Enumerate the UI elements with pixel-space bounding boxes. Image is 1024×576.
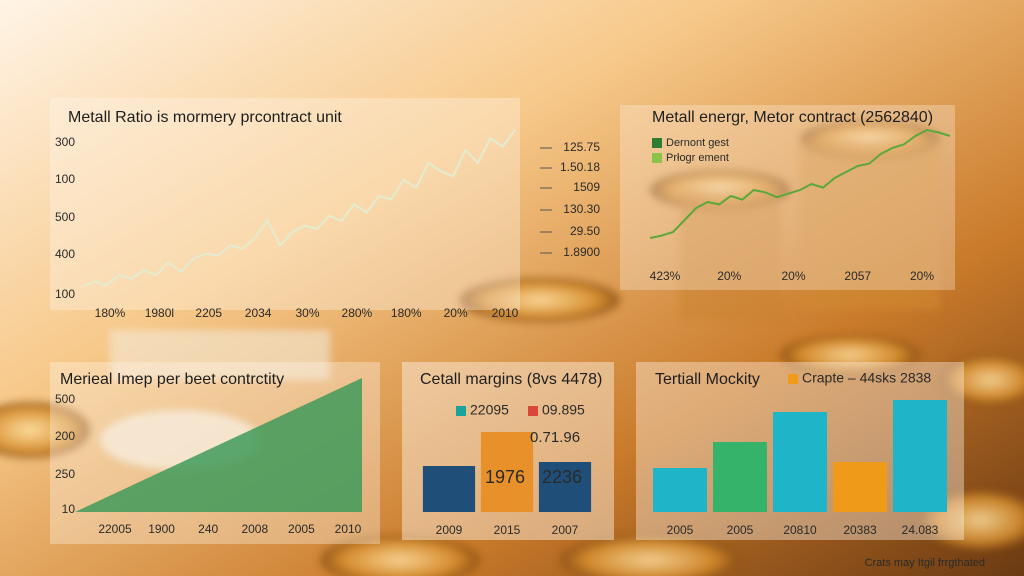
bar bbox=[480, 432, 534, 512]
chart-title: Cetall margins (8vs 4478) bbox=[420, 371, 602, 388]
annotation: 1976 bbox=[485, 467, 525, 487]
x-tick-label: 30% bbox=[295, 306, 319, 320]
x-tick-label: 20383 bbox=[843, 523, 877, 537]
x-tick-label: 20% bbox=[910, 269, 934, 283]
line bbox=[81, 129, 516, 288]
bar bbox=[713, 442, 767, 512]
x-tick-label: 2015 bbox=[494, 523, 521, 537]
chart-title: Merieal Imep per beet contrctity bbox=[60, 371, 284, 388]
y-tick-label: 200 bbox=[55, 429, 75, 443]
bar bbox=[893, 400, 947, 512]
y-tick-label: 100 bbox=[55, 172, 75, 186]
legend-swatch bbox=[528, 406, 538, 416]
bar bbox=[833, 462, 887, 512]
x-tick-label: 2010 bbox=[335, 522, 362, 536]
chart-title: Metall Ratio is mormery prcontract unit bbox=[68, 109, 342, 126]
bar bbox=[653, 468, 707, 512]
bar bbox=[773, 412, 827, 512]
x-tick-label: 2005 bbox=[288, 522, 315, 536]
x-tick-label: 423% bbox=[650, 269, 681, 283]
legend-swatch bbox=[788, 374, 798, 384]
panel bbox=[620, 105, 955, 290]
chart-title: Tertiall Mockity bbox=[655, 371, 760, 388]
legend-swatch bbox=[652, 153, 662, 163]
panel bbox=[50, 98, 520, 310]
side-label: 1509 bbox=[573, 180, 600, 194]
y-tick-label: 500 bbox=[55, 210, 75, 224]
legend-label: Prłogr ement bbox=[666, 152, 729, 164]
x-tick-label: 20% bbox=[717, 269, 741, 283]
bar bbox=[422, 466, 476, 512]
x-tick-label: 24.083 bbox=[902, 523, 939, 537]
area bbox=[75, 378, 362, 512]
x-tick-label: 2205 bbox=[195, 306, 222, 320]
side-label: 1.50.18 bbox=[560, 160, 600, 174]
line bbox=[649, 128, 951, 239]
y-tick-label: 300 bbox=[55, 135, 75, 149]
x-tick-label: 280% bbox=[342, 306, 373, 320]
annotation: 2236 bbox=[542, 467, 582, 487]
x-tick-label: 22005 bbox=[98, 522, 132, 536]
x-tick-label: 2010 bbox=[492, 306, 519, 320]
y-tick-label: 100 bbox=[55, 287, 75, 301]
x-tick-label: 2057 bbox=[844, 269, 871, 283]
legend-label: Dernont gest bbox=[666, 137, 729, 149]
side-label: 1.8900 bbox=[563, 245, 600, 259]
x-tick-label: 240 bbox=[198, 522, 218, 536]
x-tick-label: 2005 bbox=[667, 523, 694, 537]
legend-label: 22095 bbox=[470, 402, 509, 418]
legend-label: Crapte – 44sks 2838 bbox=[802, 370, 931, 386]
y-tick-label: 400 bbox=[55, 247, 75, 261]
y-tick-label: 10 bbox=[62, 502, 76, 516]
x-tick-label: 2005 bbox=[727, 523, 754, 537]
legend-swatch bbox=[652, 138, 662, 148]
annotation: 0.71.96 bbox=[530, 429, 580, 446]
x-tick-label: 1900 bbox=[148, 522, 175, 536]
x-tick-label: 2009 bbox=[436, 523, 463, 537]
footer: Crats may Itgil frrgthated bbox=[865, 557, 985, 569]
x-tick-label: 2034 bbox=[245, 306, 272, 320]
y-tick-label: 500 bbox=[55, 392, 75, 406]
legend-swatch bbox=[456, 406, 466, 416]
side-label: 125.75 bbox=[563, 140, 600, 154]
x-tick-label: 20810 bbox=[783, 523, 817, 537]
y-tick-label: 250 bbox=[55, 467, 75, 481]
x-tick-label: 20% bbox=[781, 269, 805, 283]
x-tick-label: 2008 bbox=[241, 522, 268, 536]
x-tick-label: 20% bbox=[444, 306, 468, 320]
x-tick-label: 2007 bbox=[552, 523, 579, 537]
x-tick-label: 180% bbox=[95, 306, 126, 320]
side-label: 29.50 bbox=[570, 224, 600, 238]
x-tick-label: 180% bbox=[391, 306, 422, 320]
side-label: 130.30 bbox=[563, 202, 600, 216]
chart-title: Metall energr, Metor contract (2562840) bbox=[652, 109, 933, 126]
bar bbox=[538, 462, 592, 512]
legend-label: 09.895 bbox=[542, 402, 585, 418]
x-tick-label: 1980l bbox=[145, 306, 174, 320]
